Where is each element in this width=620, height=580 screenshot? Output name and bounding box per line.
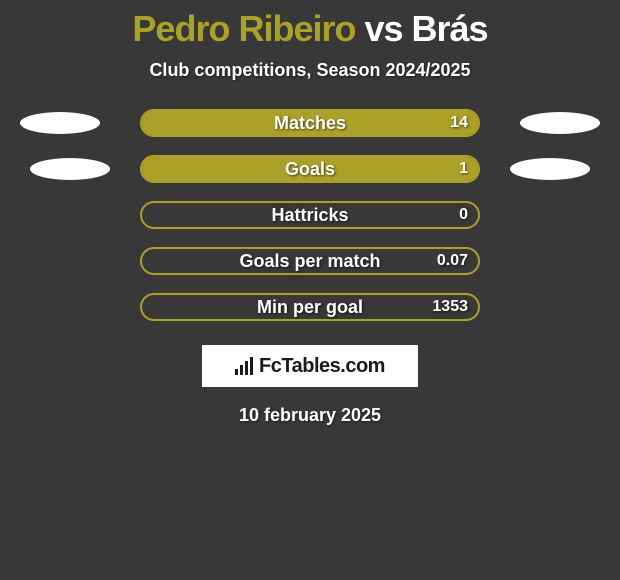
stat-label: Matches bbox=[142, 113, 478, 134]
player1-name: Pedro Ribeiro bbox=[132, 8, 355, 49]
stats-rows: Matches14 Goals1 Hattricks0 Goals per match… bbox=[0, 109, 620, 321]
page-title: Pedro Ribeiro vs Brás bbox=[0, 8, 620, 50]
stat-value-right: 0.07 bbox=[437, 252, 468, 270]
stat-value-right: 0 bbox=[459, 206, 468, 224]
stat-label: Hattricks bbox=[142, 205, 478, 226]
bars-icon bbox=[235, 357, 253, 375]
subtitle: Club competitions, Season 2024/2025 bbox=[0, 60, 620, 81]
stat-row: Hattricks0 bbox=[0, 201, 620, 229]
player2-name: Brás bbox=[412, 8, 488, 49]
stat-bar: Matches14 bbox=[140, 109, 480, 137]
footer-logo-text: FcTables.com bbox=[259, 355, 385, 378]
footer-logo: FcTables.com bbox=[202, 345, 418, 387]
stat-label: Goals bbox=[142, 159, 478, 180]
decorative-oval bbox=[20, 112, 100, 134]
decorative-oval bbox=[510, 158, 590, 180]
stat-value-right: 14 bbox=[450, 114, 468, 132]
footer-date: 10 february 2025 bbox=[0, 405, 620, 426]
stat-bar: Goals per match0.07 bbox=[140, 247, 480, 275]
stat-value-right: 1353 bbox=[432, 298, 468, 316]
stat-value-right: 1 bbox=[459, 160, 468, 178]
stat-row: Matches14 bbox=[0, 109, 620, 137]
stat-row: Goals1 bbox=[0, 155, 620, 183]
stat-row: Goals per match0.07 bbox=[0, 247, 620, 275]
stat-row: Min per goal1353 bbox=[0, 293, 620, 321]
vs-text: vs bbox=[355, 8, 411, 49]
decorative-oval bbox=[520, 112, 600, 134]
stat-bar: Hattricks0 bbox=[140, 201, 480, 229]
stat-label: Goals per match bbox=[142, 251, 478, 272]
stat-bar: Min per goal1353 bbox=[140, 293, 480, 321]
stat-label: Min per goal bbox=[142, 297, 478, 318]
stat-bar: Goals1 bbox=[140, 155, 480, 183]
decorative-oval bbox=[30, 158, 110, 180]
